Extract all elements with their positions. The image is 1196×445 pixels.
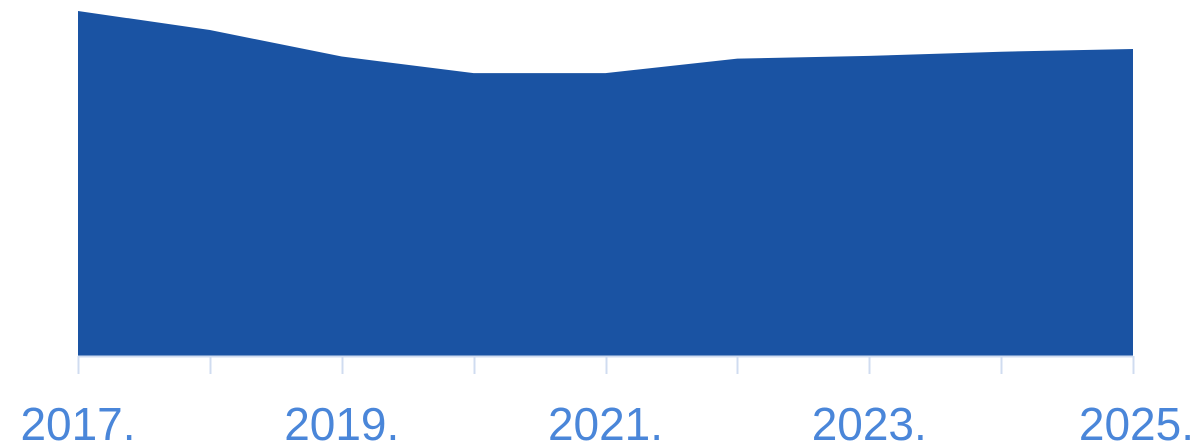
series-layer (78, 11, 1133, 356)
x-tick-label-2019: 2019. (284, 398, 399, 445)
x-axis-ticks (77, 356, 1135, 374)
x-tick-label-2023: 2023. (812, 398, 927, 445)
x-tick-label-2025: 2025. (1079, 398, 1194, 445)
area-series-0 (78, 11, 1133, 356)
x-axis-tick-labels: 2017. 2019. 2021. 2023. 2025. (20, 398, 1194, 445)
x-tick-label-2021: 2021. (548, 398, 663, 445)
x-tick-label-2017: 2017. (20, 398, 135, 445)
